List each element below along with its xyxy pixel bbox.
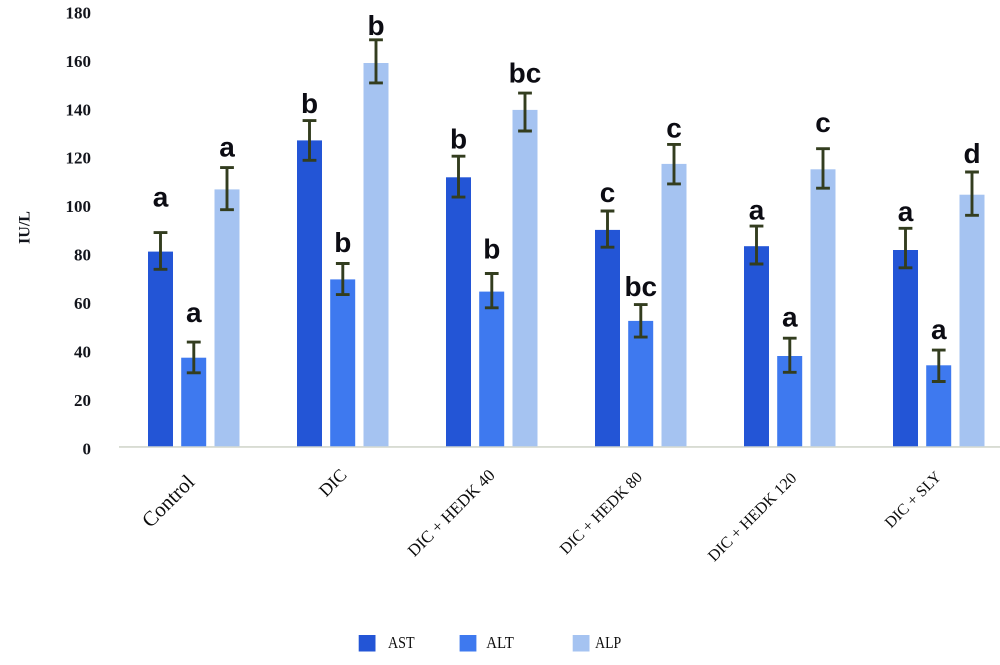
svg-text:100: 100	[66, 197, 92, 216]
svg-text:a: a	[153, 182, 169, 213]
svg-text:ALP: ALP	[595, 633, 621, 652]
svg-text:b: b	[367, 10, 384, 41]
svg-text:160: 160	[66, 52, 92, 71]
svg-text:140: 140	[66, 100, 92, 119]
svg-text:IU/L: IU/L	[17, 211, 34, 244]
svg-text:b: b	[450, 124, 467, 155]
svg-text:20: 20	[74, 391, 91, 410]
svg-text:ALT: ALT	[486, 633, 514, 652]
svg-text:40: 40	[74, 343, 91, 362]
svg-text:bc: bc	[624, 271, 657, 302]
svg-text:b: b	[301, 88, 318, 119]
svg-text:c: c	[600, 177, 616, 208]
svg-text:b: b	[334, 227, 351, 258]
svg-text:c: c	[666, 112, 682, 143]
svg-text:180: 180	[66, 3, 92, 22]
svg-text:80: 80	[74, 246, 91, 265]
svg-text:a: a	[186, 297, 202, 328]
svg-text:d: d	[963, 138, 980, 169]
svg-text:a: a	[782, 302, 798, 333]
svg-text:a: a	[749, 195, 765, 226]
svg-text:0: 0	[83, 439, 92, 458]
svg-text:bc: bc	[509, 58, 542, 89]
svg-text:60: 60	[74, 294, 91, 313]
svg-text:AST: AST	[388, 633, 415, 652]
svg-text:120: 120	[66, 149, 92, 168]
svg-text:c: c	[815, 107, 831, 138]
svg-text:a: a	[898, 196, 914, 227]
svg-text:b: b	[483, 234, 500, 265]
svg-text:a: a	[219, 132, 235, 163]
svg-text:a: a	[931, 314, 947, 345]
